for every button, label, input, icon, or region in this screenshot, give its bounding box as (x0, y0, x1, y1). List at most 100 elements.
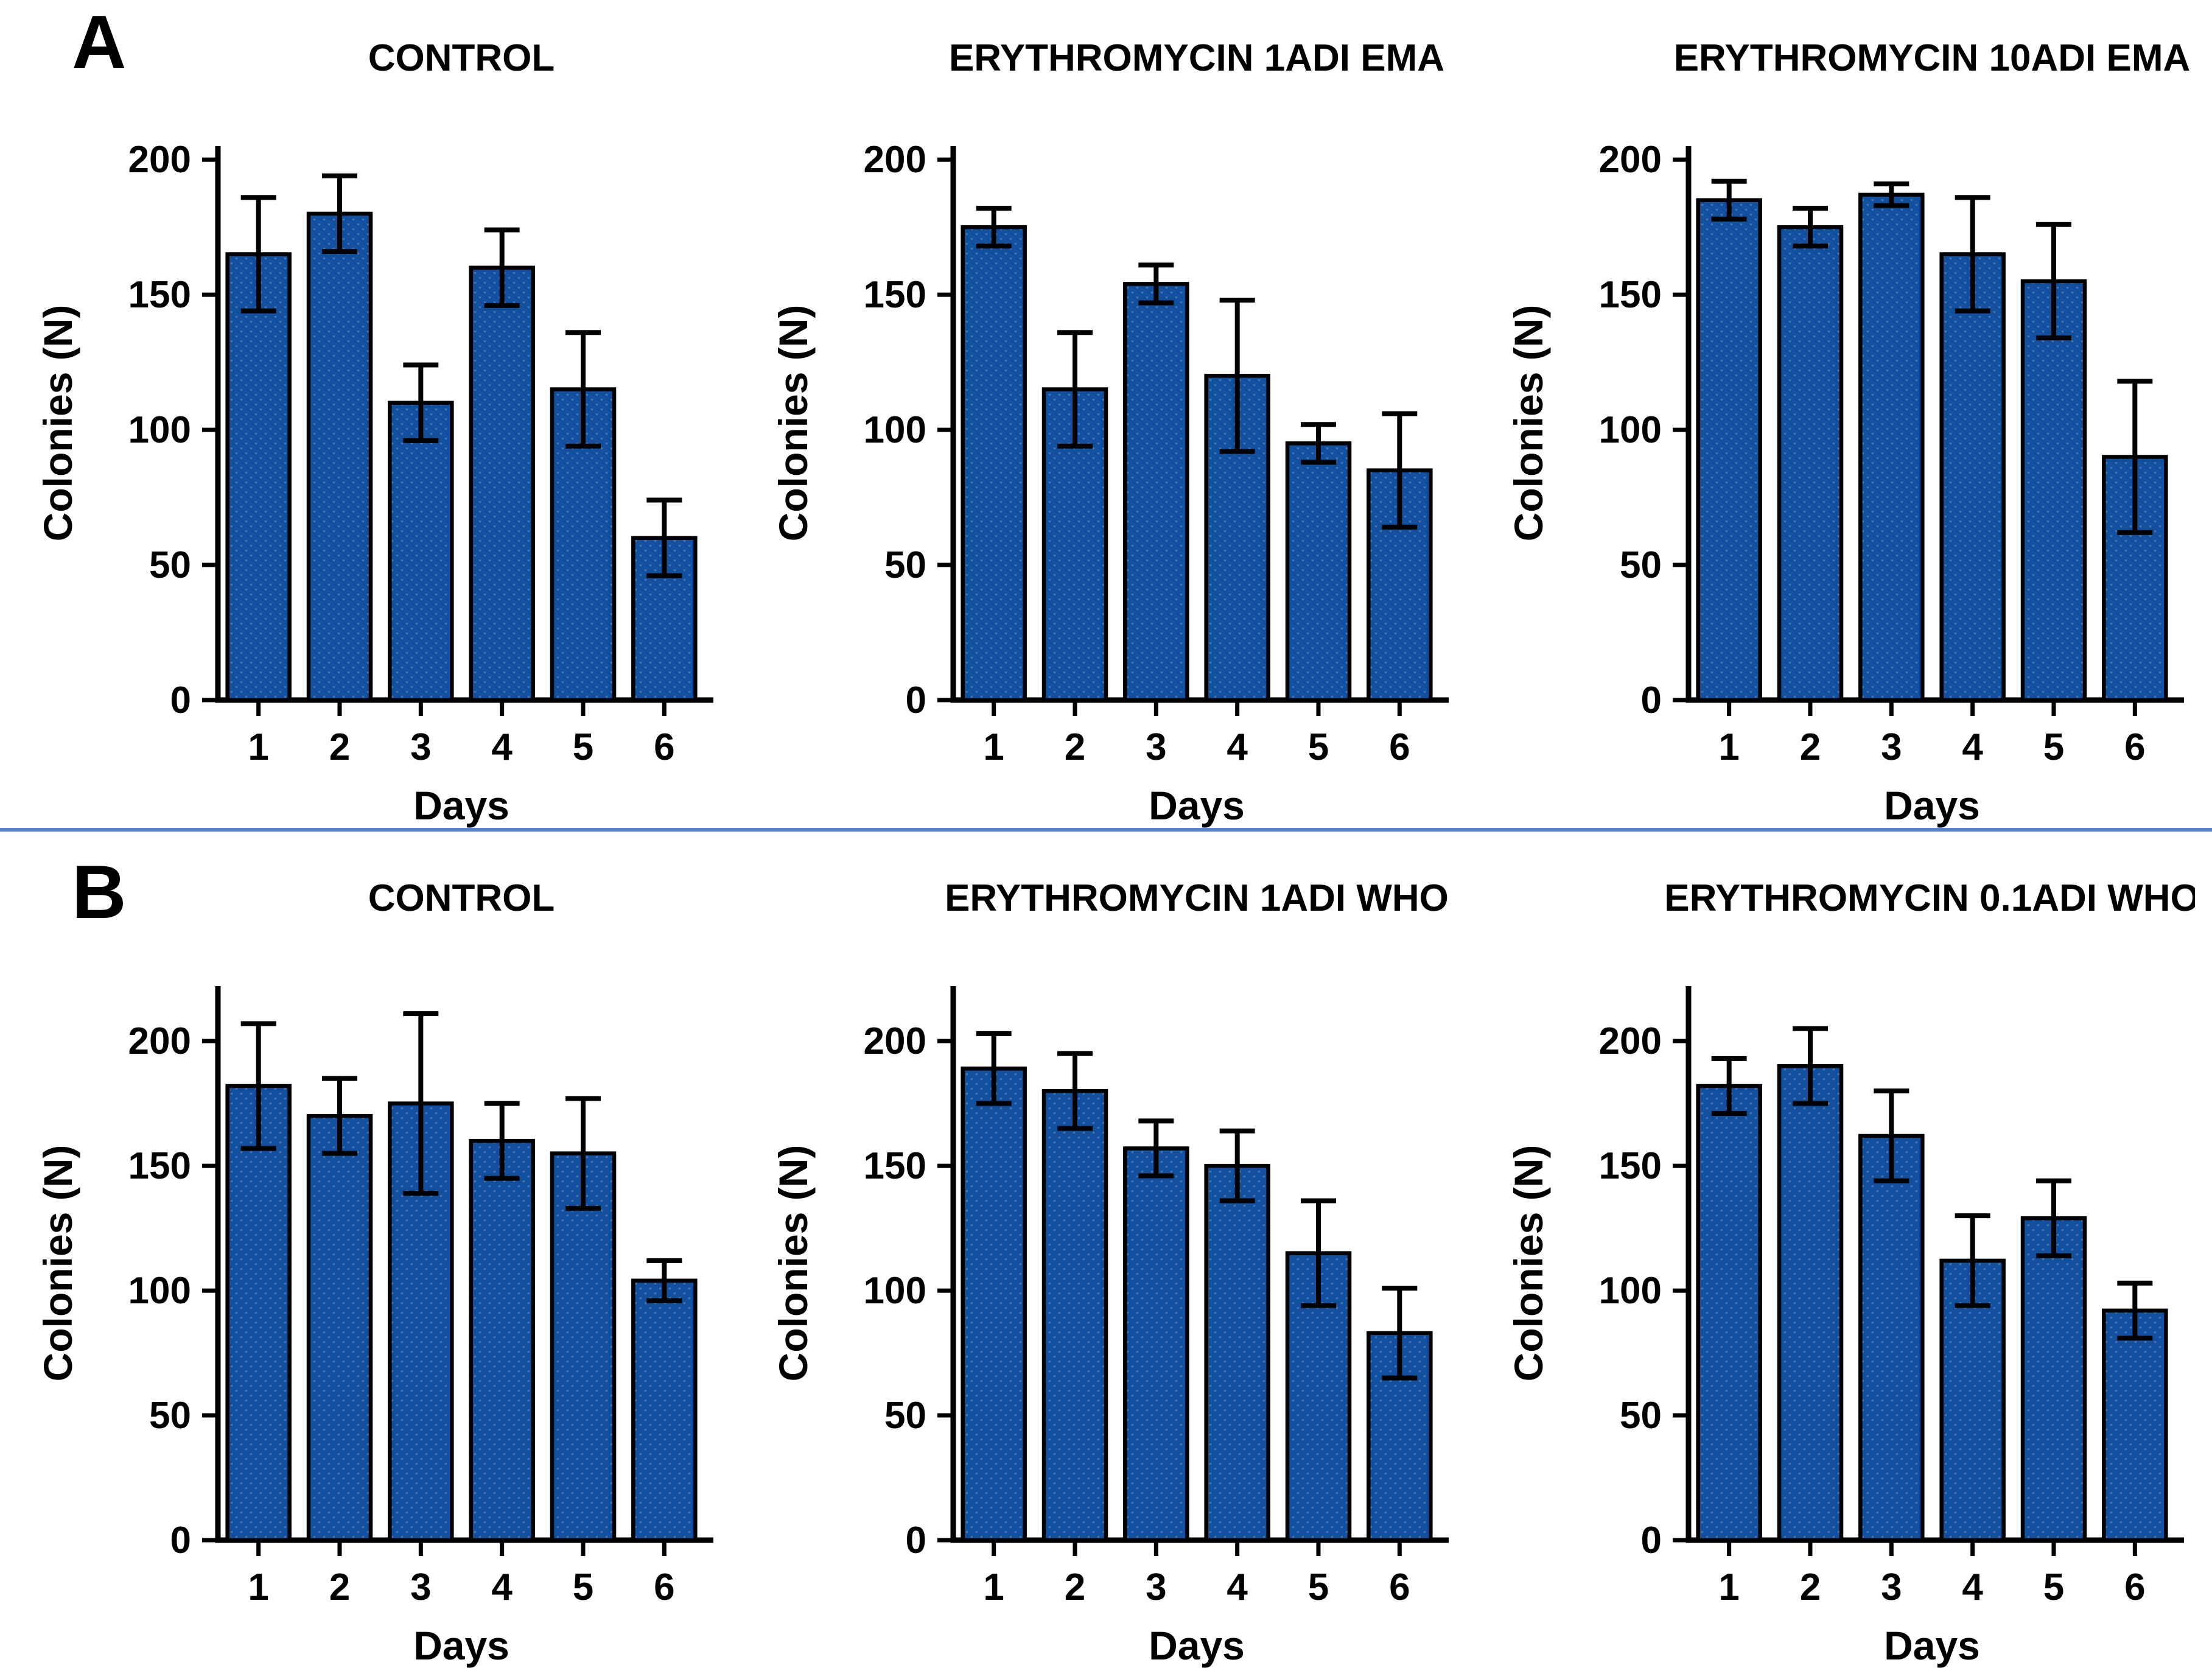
error-bar-day-3 (1138, 262, 1174, 306)
bar-day-2 (1041, 1088, 1108, 1543)
chart-a-erythromycin-10adi-ema: ERYTHROMYCIN 10ADI EMA Colonies (N) 0 50 100… (1495, 17, 2195, 828)
y-tick-label: 200 (864, 139, 926, 181)
y-tick-label: 50 (149, 544, 191, 586)
y-tick-label: 0 (906, 679, 926, 721)
x-axis-label: Days (1884, 1623, 1980, 1668)
x-tick-label: 4 (1227, 726, 1248, 768)
bar-day-2 (1777, 225, 1844, 703)
y-tick-label: 50 (884, 1395, 926, 1437)
bar-day-5 (2020, 1216, 2087, 1543)
x-tick-label: 1 (248, 726, 268, 768)
bar-day-1 (1696, 1084, 1762, 1543)
x-tick-label: 4 (491, 726, 513, 768)
panel-a-label: A (72, 1, 127, 85)
chart-b-erythromycin-1adi-who: ERYTHROMYCIN 1ADI WHO Colonies (N) 0 50 100 1… (760, 857, 1460, 1668)
x-tick-label: 4 (1962, 726, 1983, 768)
error-bar-day-6 (1382, 1285, 1418, 1381)
x-tick-label: 2 (1065, 1566, 1085, 1608)
chart-a-control: CONTROL Colonies (N) 0 50 100 150 200 1 2 3 4 5 6 Day… (24, 17, 724, 828)
bar-day-4 (1204, 1163, 1270, 1543)
y-tick-label: 100 (1599, 409, 1662, 451)
bar-day-1 (225, 1084, 292, 1543)
y-tick-label: 150 (1599, 274, 1662, 316)
bar-chart-svg: ERYTHROMYCIN 10ADI EMA Colonies (N) 0 50 100… (1506, 37, 2191, 828)
x-tick-label: 3 (410, 1566, 431, 1608)
error-bar-day-2 (322, 173, 357, 254)
y-axis-label: Colonies (N) (1506, 1145, 1551, 1382)
chart-title: ERYTHROMYCIN 0.1ADI WHO (1664, 877, 2195, 919)
x-tick-label: 5 (573, 726, 593, 768)
error-bar-day-3 (1874, 181, 1909, 208)
x-tick-label: 4 (491, 1566, 513, 1608)
bar-day-2 (306, 1113, 373, 1543)
panel-a: A CONTROL Colonies (N) 0 50 100 150 200 1 2 3 4 5 6 D… (0, 0, 2212, 828)
x-tick-label: 1 (983, 726, 1004, 768)
chart-b-erythromycin-01adi-who: ERYTHROMYCIN 0.1ADI WHO Colonies (N) 0 50 10… (1495, 857, 2195, 1668)
chart-title: ERYTHROMYCIN 1ADI EMA (949, 37, 1444, 79)
bar-day-4 (469, 265, 535, 703)
x-axis-label: Days (413, 1623, 509, 1668)
chart-title: ERYTHROMYCIN 1ADI WHO (945, 877, 1449, 919)
error-bar-day-1 (1711, 178, 1747, 222)
bar-day-1 (961, 225, 1027, 703)
y-tick-label: 100 (128, 1270, 191, 1312)
error-bar-day-2 (322, 1076, 357, 1156)
bar-day-3 (1123, 282, 1189, 703)
y-tick-label: 100 (128, 409, 191, 451)
error-bar-day-3 (1138, 1118, 1174, 1179)
x-tick-label: 1 (983, 1566, 1004, 1608)
y-axis-label: Colonies (N) (771, 305, 816, 542)
panel-b-label: B (72, 850, 127, 934)
y-tick-label: 100 (1599, 1270, 1662, 1312)
x-tick-label: 3 (1146, 1566, 1166, 1608)
x-tick-label: 1 (248, 1566, 268, 1608)
bar-day-4 (469, 1138, 535, 1543)
y-tick-label: 50 (1620, 544, 1662, 586)
panel-divider (0, 828, 2212, 832)
y-tick-label: 150 (1599, 1145, 1662, 1187)
chart-title: ERYTHROMYCIN 10ADI EMA (1674, 37, 2191, 79)
error-bar-day-4 (484, 1101, 520, 1181)
error-bar-day-2 (1057, 330, 1093, 449)
bar-day-6 (2102, 1308, 2168, 1543)
error-bar-day-1 (976, 1031, 1012, 1106)
x-axis-label: Days (413, 783, 509, 828)
error-bar-day-3 (1874, 1088, 1909, 1183)
bar-day-4 (1204, 374, 1270, 703)
y-tick-label: 100 (864, 409, 926, 451)
x-tick-label: 3 (410, 726, 431, 768)
x-tick-label: 2 (1065, 726, 1085, 768)
y-axis-label: Colonies (N) (771, 1145, 816, 1382)
y-tick-label: 0 (1641, 679, 1662, 721)
x-tick-label: 6 (2124, 726, 2145, 768)
y-tick-label: 50 (149, 1395, 191, 1437)
error-bar-day-5 (2036, 1178, 2071, 1258)
bar-day-3 (388, 401, 454, 703)
bar-day-5 (1285, 441, 1352, 703)
error-bar-day-4 (484, 227, 520, 308)
y-axis-label: Colonies (N) (1506, 305, 1551, 542)
x-tick-label: 3 (1881, 726, 1902, 768)
y-axis-label: Colonies (N) (35, 1145, 80, 1382)
x-tick-label: 4 (1962, 1566, 1983, 1608)
x-tick-label: 5 (1308, 1566, 1329, 1608)
y-tick-label: 150 (864, 274, 926, 316)
error-bar-day-3 (403, 362, 439, 443)
error-bar-day-2 (1793, 1026, 1828, 1106)
x-axis-label: Days (1149, 1623, 1245, 1668)
bar-day-1 (1696, 198, 1762, 703)
y-tick-label: 150 (864, 1145, 926, 1187)
error-bar-day-6 (646, 1258, 682, 1303)
error-bar-day-4 (1955, 195, 1990, 314)
bar-day-5 (550, 1151, 617, 1543)
x-tick-label: 5 (1308, 726, 1329, 768)
x-tick-label: 1 (1718, 1566, 1739, 1608)
x-tick-label: 5 (2043, 726, 2064, 768)
panel-b-charts-row: CONTROL Colonies (N) 0 50 100 150 200 1 2 3 4 5 6 Day… (0, 832, 2212, 1668)
bar-day-5 (2020, 279, 2087, 703)
x-tick-label: 2 (1800, 1566, 1821, 1608)
error-bar-day-1 (1711, 1056, 1747, 1116)
x-tick-label: 4 (1227, 1566, 1248, 1608)
y-tick-label: 0 (170, 1519, 191, 1561)
x-tick-label: 6 (654, 1566, 674, 1608)
